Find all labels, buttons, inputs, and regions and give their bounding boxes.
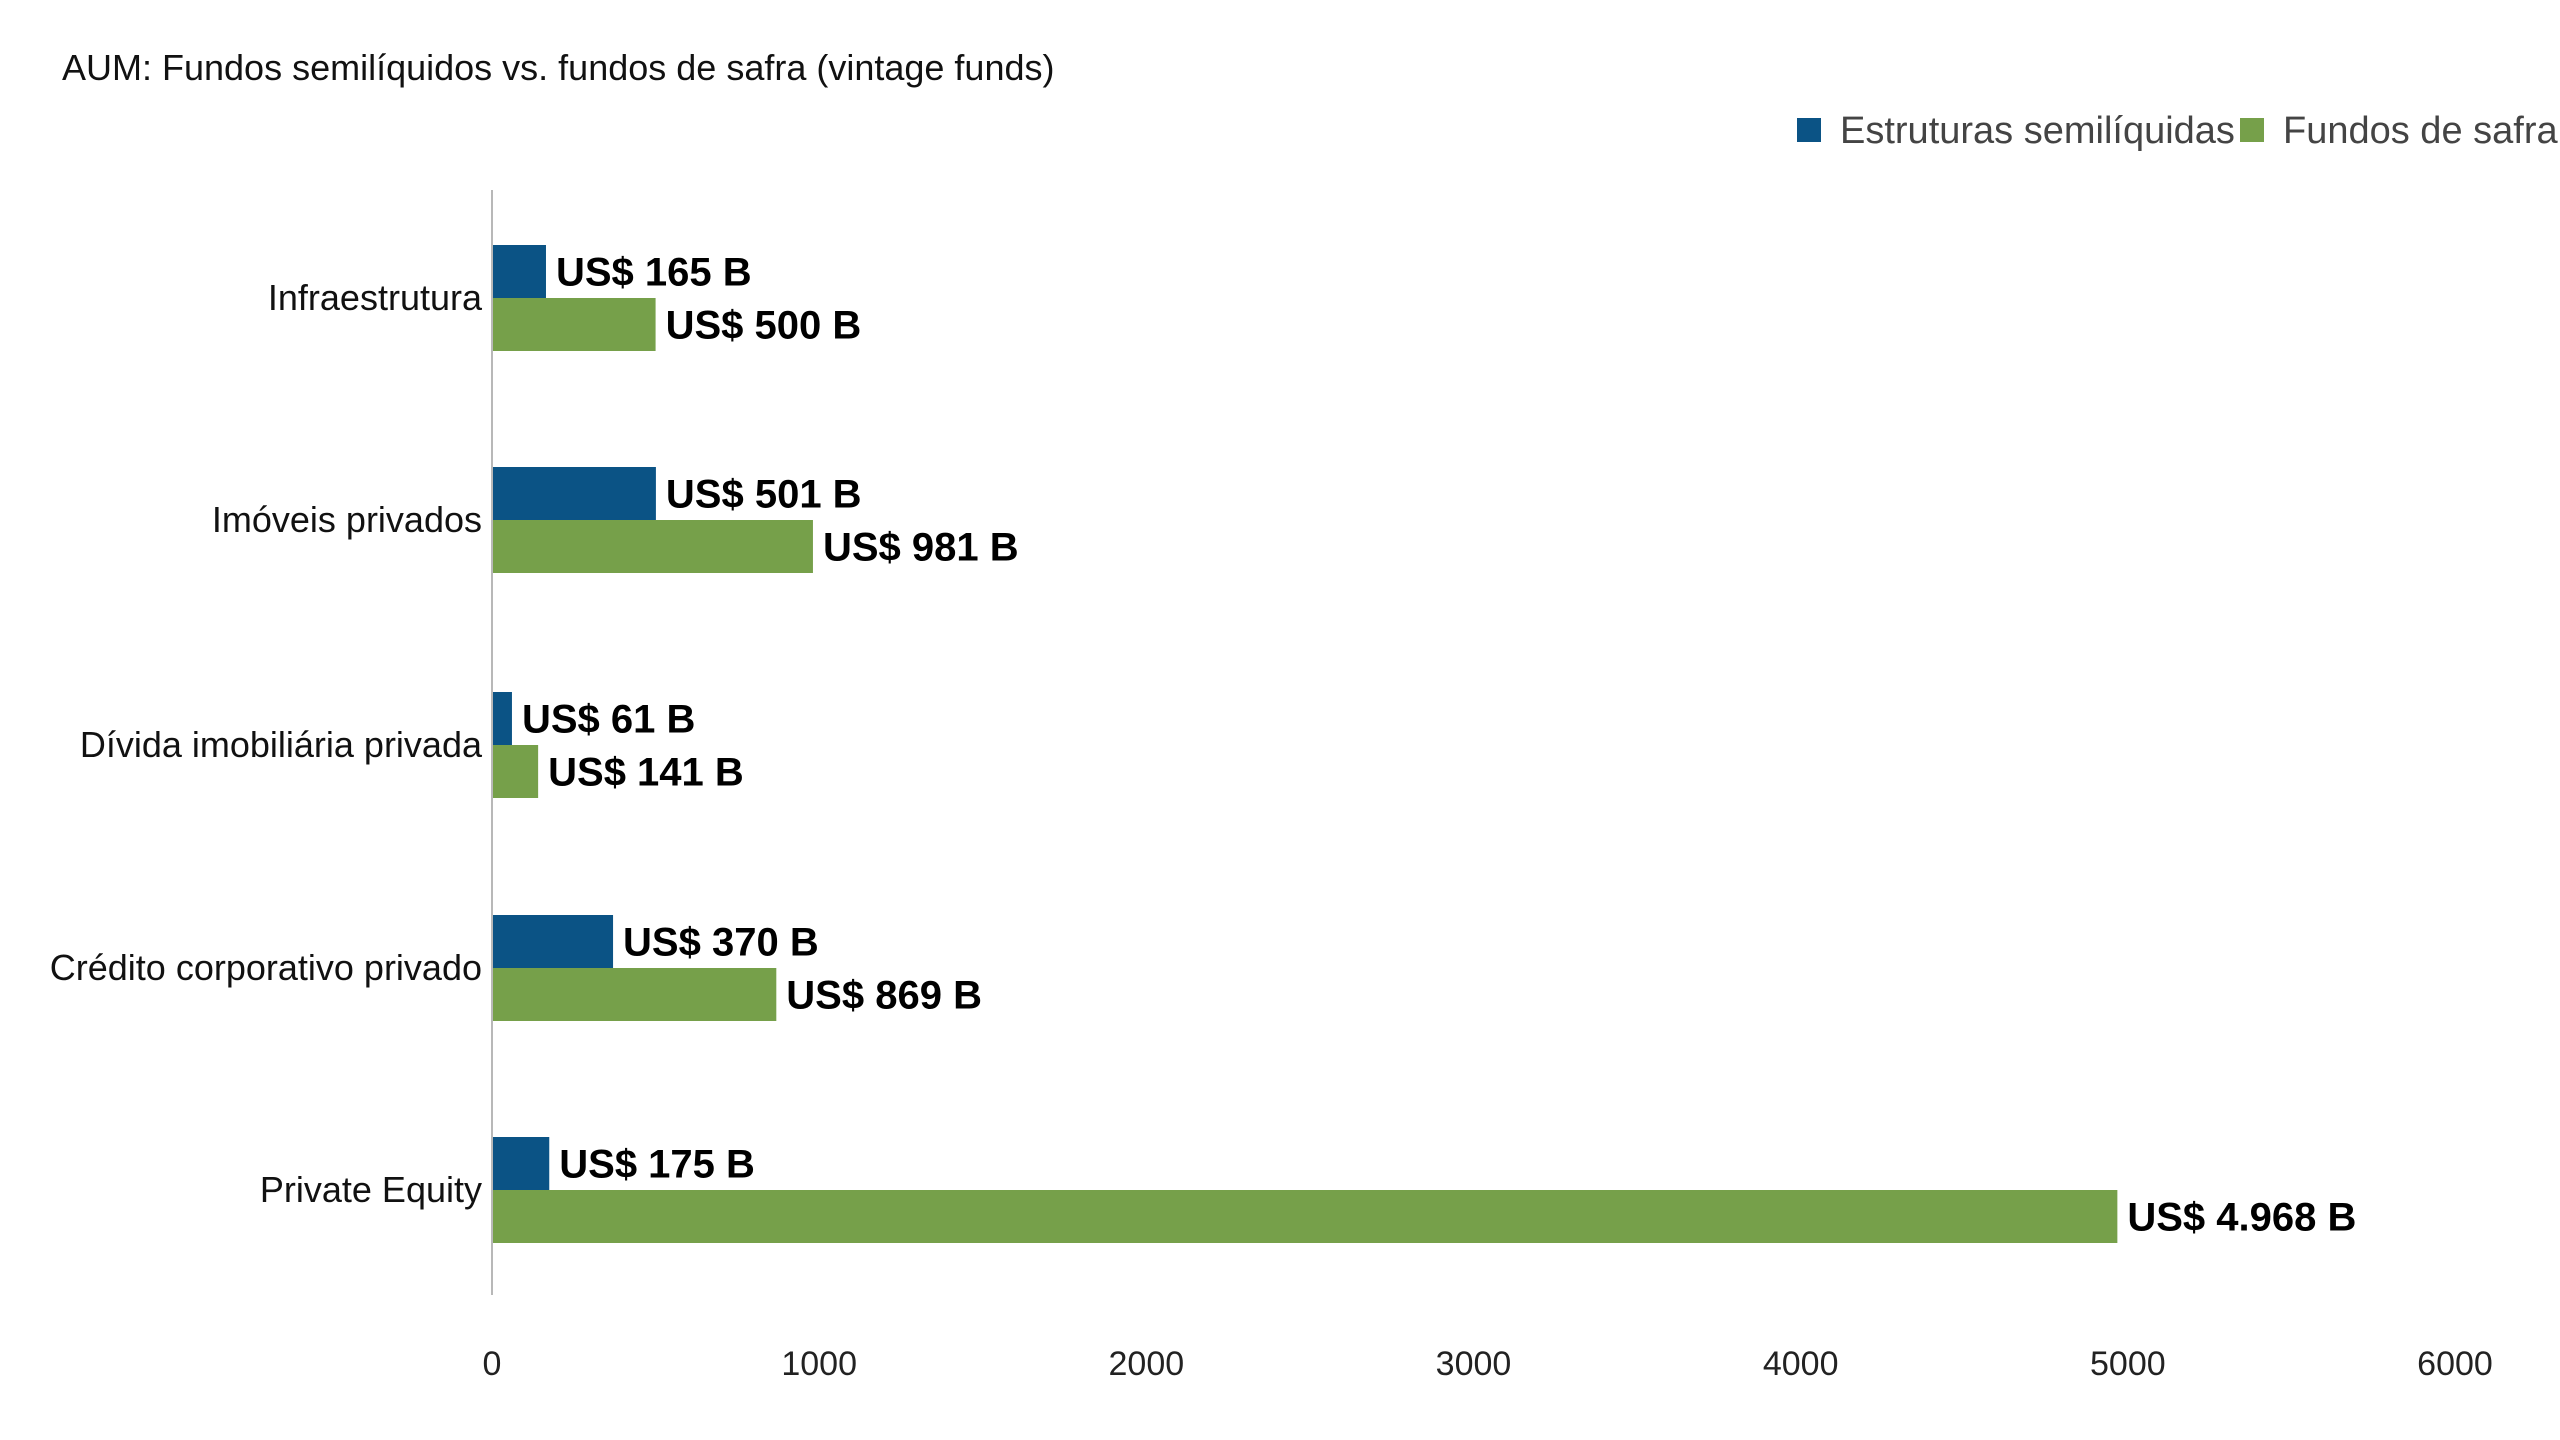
chart-title: AUM: Fundos semilíquidos vs. fundos de s…: [62, 47, 1054, 88]
bar-semiliquidas-infraestrutura: [492, 245, 546, 298]
data-label-safra-credito-corporativo-privado: US$ 869 B: [786, 974, 982, 1018]
bar-safra-divida-imobiliaria-privada: [492, 745, 539, 798]
bar-semiliquidas-imoveis-privados: [492, 467, 656, 520]
bar-safra-private-equity: [492, 1190, 2118, 1243]
x-tick-label-0: 0: [483, 1345, 502, 1383]
category-labels: Infraestrutura Imóveis privados Dívida imo…: [50, 277, 483, 1210]
category-label-imoveis-privados: Imóveis privados: [212, 499, 482, 540]
data-label-safra-divida-imobiliaria-privada: US$ 141 B: [548, 751, 744, 795]
data-labels: US$ 165 B US$ 500 B US$ 501 B US$ 981 B US$ …: [522, 251, 2356, 1240]
x-tick-label-3000: 3000: [1436, 1345, 1512, 1383]
x-tick-label-2000: 2000: [1109, 1345, 1185, 1383]
legend-swatch-fundos-de-safra: [2240, 118, 2264, 142]
bar-semiliquidas-private-equity: [492, 1137, 550, 1190]
x-tick-label-1000: 1000: [781, 1345, 857, 1383]
x-tick-label-6000: 6000: [2417, 1345, 2493, 1383]
category-label-credito-corporativo-privado: Crédito corporativo privado: [50, 947, 482, 988]
bar-semiliquidas-divida-imobiliaria-privada: [492, 692, 512, 745]
legend-swatch-estruturas-semiliquidas: [1797, 118, 1821, 142]
data-label-safra-infraestrutura: US$ 500 B: [666, 304, 862, 348]
data-label-semiliquidas-divida-imobiliaria-privada: US$ 61 B: [522, 698, 695, 742]
x-tick-label-4000: 4000: [1763, 1345, 1839, 1383]
bar-semiliquidas-credito-corporativo-privado: [492, 915, 614, 968]
category-label-private-equity: Private Equity: [260, 1169, 482, 1210]
bar-safra-infraestrutura: [492, 298, 656, 351]
bars: [492, 245, 2118, 1243]
x-tick-label-5000: 5000: [2090, 1345, 2166, 1383]
legend: Estruturas semilíquidas Fundos de safra: [1797, 110, 2558, 152]
bar-safra-imoveis-privados: [492, 520, 813, 573]
data-label-semiliquidas-imoveis-privados: US$ 501 B: [666, 473, 862, 517]
legend-label-estruturas-semiliquidas: Estruturas semilíquidas: [1840, 110, 2235, 152]
data-label-semiliquidas-credito-corporativo-privado: US$ 370 B: [623, 921, 819, 965]
data-label-semiliquidas-infraestrutura: US$ 165 B: [556, 251, 752, 295]
category-label-infraestrutura: Infraestrutura: [268, 277, 483, 318]
data-label-semiliquidas-private-equity: US$ 175 B: [559, 1143, 755, 1187]
data-label-safra-private-equity: US$ 4.968 B: [2127, 1196, 2356, 1240]
x-axis-ticks: 0 1000 2000 3000 4000 5000 6000: [483, 1345, 2493, 1383]
bar-safra-credito-corporativo-privado: [492, 968, 777, 1021]
data-label-safra-imoveis-privados: US$ 981 B: [823, 526, 1019, 570]
category-label-divida-imobiliaria-privada: Dívida imobiliária privada: [80, 724, 483, 765]
legend-label-fundos-de-safra: Fundos de safra: [2283, 110, 2558, 152]
